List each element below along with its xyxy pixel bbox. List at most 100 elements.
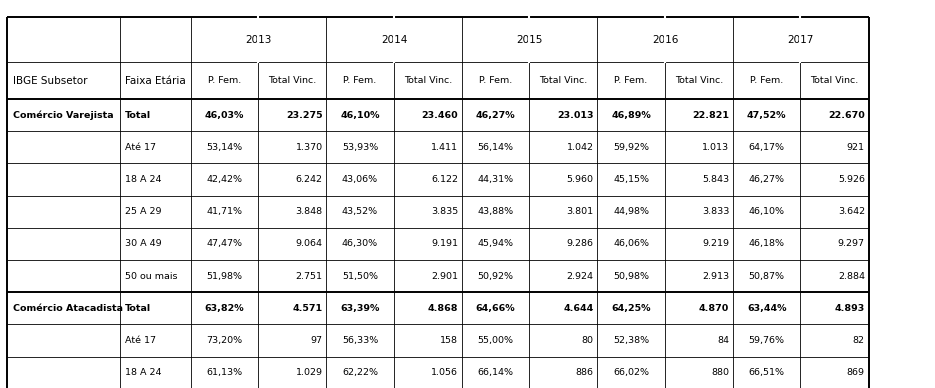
Text: 51,50%: 51,50%	[342, 272, 378, 281]
Text: 2.751: 2.751	[295, 272, 323, 281]
Text: 886: 886	[576, 368, 594, 377]
Text: 2014: 2014	[381, 35, 408, 45]
Text: Total: Total	[125, 111, 151, 120]
Text: 62,22%: 62,22%	[342, 368, 378, 377]
Text: 97: 97	[310, 336, 323, 345]
Text: 46,18%: 46,18%	[749, 239, 784, 248]
Text: 50,87%: 50,87%	[749, 272, 784, 281]
Text: Total Vinc.: Total Vinc.	[268, 76, 316, 85]
Text: 66,51%: 66,51%	[749, 368, 784, 377]
Text: P. Fem.: P. Fem.	[614, 76, 648, 85]
Text: P. Fem.: P. Fem.	[479, 76, 512, 85]
Text: 50,98%: 50,98%	[613, 272, 649, 281]
Text: 25 A 29: 25 A 29	[125, 207, 162, 216]
Text: 50 ou mais: 50 ou mais	[125, 272, 178, 281]
Text: 43,06%: 43,06%	[342, 175, 378, 184]
Text: 18 A 24: 18 A 24	[125, 175, 162, 184]
Text: 63,39%: 63,39%	[340, 304, 380, 313]
Text: Total Vinc.: Total Vinc.	[811, 76, 858, 85]
Text: 50,92%: 50,92%	[478, 272, 513, 281]
Text: IBGE Subsetor: IBGE Subsetor	[13, 76, 88, 85]
Text: Até 17: Até 17	[125, 336, 156, 345]
Text: 73,20%: 73,20%	[207, 336, 242, 345]
Text: 46,03%: 46,03%	[205, 111, 244, 120]
Text: Comércio Atacadista: Comércio Atacadista	[13, 304, 123, 313]
Text: 45,15%: 45,15%	[613, 175, 649, 184]
Text: Comércio Varejista: Comércio Varejista	[13, 110, 114, 120]
Text: 46,27%: 46,27%	[476, 111, 515, 120]
Text: 1.029: 1.029	[295, 368, 323, 377]
Text: 59,76%: 59,76%	[749, 336, 784, 345]
Text: P. Fem.: P. Fem.	[208, 76, 241, 85]
Text: 3.833: 3.833	[702, 207, 729, 216]
Text: 2015: 2015	[516, 35, 543, 45]
Text: 42,42%: 42,42%	[207, 175, 242, 184]
Text: 2013: 2013	[245, 35, 272, 45]
Text: 9.286: 9.286	[567, 239, 594, 248]
Text: 921: 921	[847, 143, 865, 152]
Text: 47,52%: 47,52%	[747, 111, 786, 120]
Text: Faixa Etária: Faixa Etária	[125, 76, 186, 85]
Text: Total Vinc.: Total Vinc.	[539, 76, 587, 85]
Text: 53,93%: 53,93%	[342, 143, 378, 152]
Text: 1.370: 1.370	[295, 143, 323, 152]
Text: 47,47%: 47,47%	[207, 239, 242, 248]
Text: 4.644: 4.644	[564, 304, 594, 313]
Text: 3.642: 3.642	[838, 207, 865, 216]
Text: Total: Total	[125, 304, 151, 313]
Text: 1.056: 1.056	[431, 368, 458, 377]
Text: 64,66%: 64,66%	[476, 304, 515, 313]
Text: 53,14%: 53,14%	[207, 143, 242, 152]
Text: 1.042: 1.042	[567, 143, 594, 152]
Text: 3.835: 3.835	[431, 207, 458, 216]
Text: 55,00%: 55,00%	[478, 336, 513, 345]
Text: 9.297: 9.297	[838, 239, 865, 248]
Text: 64,17%: 64,17%	[749, 143, 784, 152]
Text: 56,33%: 56,33%	[342, 336, 378, 345]
Text: 84: 84	[717, 336, 729, 345]
Text: 3.801: 3.801	[567, 207, 594, 216]
Text: 80: 80	[582, 336, 594, 345]
Text: 5.926: 5.926	[838, 175, 865, 184]
Text: Até 17: Até 17	[125, 143, 156, 152]
Text: 6.122: 6.122	[431, 175, 458, 184]
Text: P. Fem.: P. Fem.	[343, 76, 377, 85]
Text: 2016: 2016	[652, 35, 679, 45]
Text: 59,92%: 59,92%	[613, 143, 649, 152]
Text: 22.821: 22.821	[692, 111, 729, 120]
Text: 52,38%: 52,38%	[613, 336, 649, 345]
Text: 44,31%: 44,31%	[478, 175, 513, 184]
Text: 9.191: 9.191	[431, 239, 458, 248]
Text: 9.064: 9.064	[295, 239, 323, 248]
Text: 51,98%: 51,98%	[207, 272, 242, 281]
Text: 22.670: 22.670	[828, 111, 865, 120]
Text: 46,30%: 46,30%	[342, 239, 378, 248]
Text: 41,71%: 41,71%	[207, 207, 242, 216]
Text: 63,82%: 63,82%	[205, 304, 244, 313]
Text: 2.924: 2.924	[567, 272, 594, 281]
Text: 30 A 49: 30 A 49	[125, 239, 162, 248]
Text: 64,25%: 64,25%	[611, 304, 651, 313]
Text: 23.460: 23.460	[422, 111, 458, 120]
Text: Total Vinc.: Total Vinc.	[675, 76, 723, 85]
Text: 23.013: 23.013	[557, 111, 594, 120]
Text: 4.868: 4.868	[427, 304, 458, 313]
Text: 82: 82	[853, 336, 865, 345]
Text: 6.242: 6.242	[295, 175, 323, 184]
Text: 23.275: 23.275	[286, 111, 323, 120]
Text: 18 A 24: 18 A 24	[125, 368, 162, 377]
Text: 4.893: 4.893	[835, 304, 865, 313]
Text: 4.571: 4.571	[293, 304, 323, 313]
Text: 9.219: 9.219	[702, 239, 729, 248]
Text: 63,44%: 63,44%	[747, 304, 786, 313]
Text: 2.901: 2.901	[431, 272, 458, 281]
Text: 46,10%: 46,10%	[749, 207, 784, 216]
Text: P. Fem.: P. Fem.	[750, 76, 784, 85]
Text: 45,94%: 45,94%	[478, 239, 513, 248]
Text: 43,52%: 43,52%	[342, 207, 378, 216]
Text: 2.884: 2.884	[838, 272, 865, 281]
Text: 46,89%: 46,89%	[611, 111, 651, 120]
Text: 5.843: 5.843	[702, 175, 729, 184]
Text: 46,06%: 46,06%	[613, 239, 649, 248]
Text: 66,14%: 66,14%	[478, 368, 513, 377]
